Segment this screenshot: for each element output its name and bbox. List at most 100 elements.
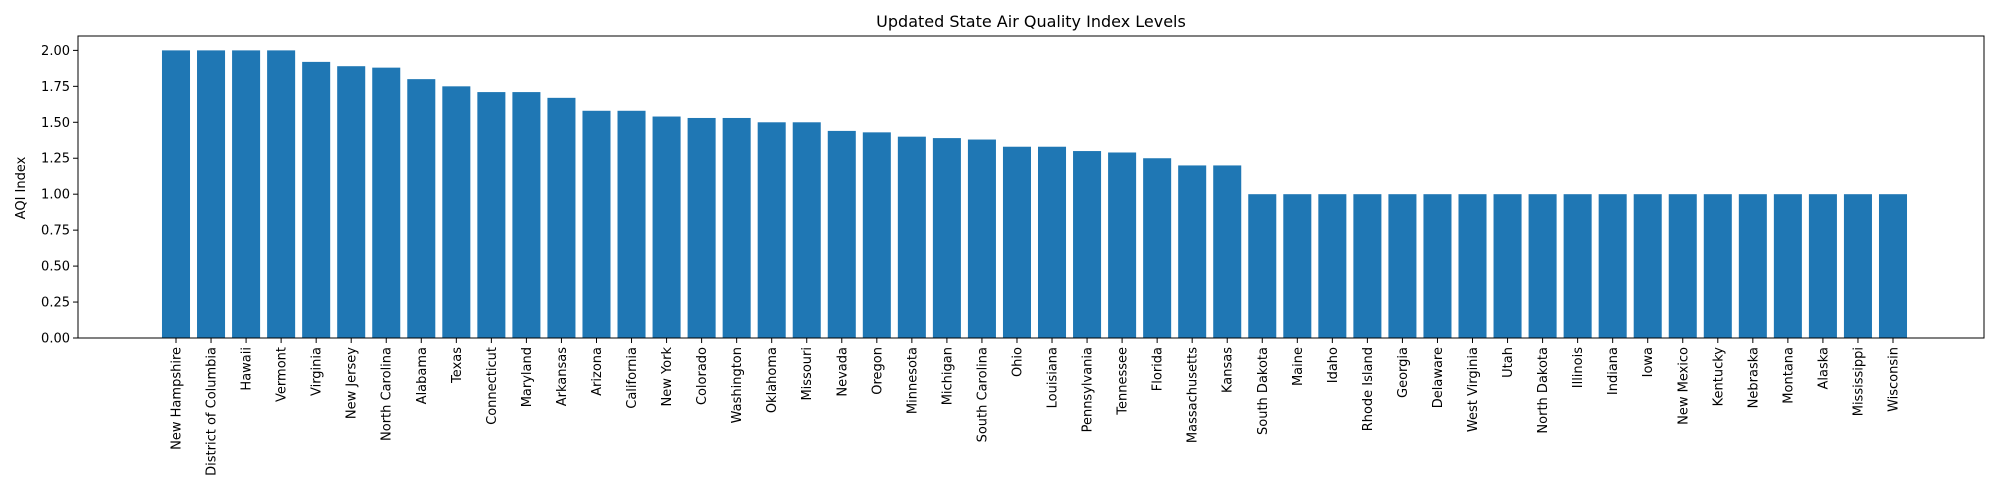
x-tick-label: South Dakota: [1256, 347, 1271, 435]
x-tick-label: District of Columbia: [205, 347, 220, 476]
bar-nebraska: [1738, 194, 1767, 338]
bar-kansas: [1213, 165, 1242, 338]
chart-title: Updated State Air Quality Index Levels: [876, 12, 1186, 31]
bar-district-of-columbia: [197, 50, 226, 338]
bars-group: [161, 50, 1908, 338]
bar-montana: [1773, 194, 1802, 338]
bar-missouri: [792, 122, 821, 338]
x-tick-label: Vermont: [275, 347, 290, 402]
x-tick-label: Massachusetts: [1186, 347, 1201, 443]
bar-kentucky: [1703, 194, 1732, 338]
x-tick-label: Iowa: [1641, 347, 1656, 377]
plot-frame: [77, 35, 1985, 339]
x-tick-label: New York: [660, 347, 675, 407]
x-tick-label: Nebraska: [1746, 347, 1761, 408]
bar-maine: [1283, 194, 1312, 338]
x-tick-label: Connecticut: [485, 347, 500, 425]
x-tick-label: Oklahoma: [765, 347, 780, 413]
bar-virginia: [302, 61, 331, 338]
bar-michigan: [932, 138, 961, 338]
bar-alaska: [1808, 194, 1837, 338]
bar-california: [617, 110, 646, 338]
bar-tennessee: [1108, 152, 1137, 338]
x-tick-label: Virginia: [310, 347, 325, 396]
bar-alabama: [407, 79, 436, 338]
x-tick-label: Mississippi: [1851, 347, 1866, 416]
bar-oklahoma: [757, 122, 786, 338]
bar-louisiana: [1038, 146, 1067, 338]
x-tick-label: Rhode Island: [1361, 347, 1376, 431]
y-tick-label: 0.25: [41, 296, 70, 311]
y-axis-label: AQI Index: [14, 156, 29, 219]
bar-new-jersey: [337, 66, 366, 338]
x-tick-label: Michigan: [940, 347, 955, 405]
bar-illinois: [1563, 194, 1592, 338]
y-tick-label: 0.00: [41, 332, 70, 347]
bar-texas: [442, 86, 471, 338]
x-tick-label: Illinois: [1571, 347, 1586, 388]
bar-oregon: [862, 132, 891, 338]
bar-idaho: [1318, 194, 1347, 338]
x-tick-label: Oregon: [870, 347, 885, 395]
bar-connecticut: [477, 92, 506, 338]
bar-nevada: [827, 130, 856, 338]
bar-utah: [1493, 194, 1522, 338]
bar-north-carolina: [372, 67, 401, 338]
y-tick-label: 0.75: [41, 224, 70, 239]
x-tick-label: Arizona: [590, 347, 605, 396]
x-tick-label: Kentucky: [1711, 347, 1726, 407]
x-tick-label: Alaska: [1816, 347, 1831, 390]
bar-indiana: [1598, 194, 1627, 338]
bar-colorado: [687, 117, 716, 338]
x-tick-label: Georgia: [1396, 347, 1411, 398]
x-tick-label: Montana: [1781, 347, 1796, 404]
bar-arkansas: [547, 97, 576, 338]
bar-south-dakota: [1248, 194, 1277, 338]
y-tick-label: 1.50: [41, 116, 70, 131]
bar-hawaii: [232, 50, 261, 338]
x-tick-label: Texas: [450, 347, 465, 384]
y-tick-label: 1.75: [41, 80, 70, 95]
x-tick-label: Alabama: [415, 347, 430, 404]
y-axis-ticks: 0.00 0.25 0.50 0.75 1.00 1.25 1.50 1.75 2.00: [41, 44, 78, 347]
x-tick-label: Delaware: [1431, 347, 1446, 408]
x-tick-label: Indiana: [1606, 347, 1621, 395]
y-tick-label: 1.00: [41, 188, 70, 203]
bar-north-dakota: [1528, 194, 1557, 338]
bar-arizona: [582, 110, 611, 338]
y-tick-label: 2.00: [41, 44, 70, 59]
x-tick-label: Wisconsin: [1887, 347, 1902, 412]
y-tick-label: 0.50: [41, 260, 70, 275]
y-tick-label: 1.25: [41, 152, 70, 167]
x-tick-label: Tennessee: [1116, 347, 1131, 416]
x-tick-label: Arkansas: [555, 347, 570, 406]
x-tick-label: Utah: [1501, 347, 1516, 378]
bar-florida: [1143, 158, 1172, 338]
bar-ohio: [1002, 146, 1031, 338]
x-tick-label: Pennsylvania: [1081, 347, 1096, 432]
x-tick-label: Ohio: [1010, 347, 1025, 377]
x-tick-label: Louisiana: [1046, 347, 1061, 408]
bar-mississippi: [1843, 194, 1872, 338]
bar-minnesota: [897, 136, 926, 338]
bar-new-hampshire: [161, 50, 191, 338]
x-tick-label: Idaho: [1326, 347, 1341, 383]
bar-washington: [722, 117, 751, 338]
x-tick-label: Maine: [1291, 347, 1306, 386]
bar-wisconsin: [1878, 194, 1908, 338]
x-tick-label: Missouri: [800, 347, 815, 401]
bar-rhode-island: [1353, 194, 1382, 338]
x-tick-label: Washington: [730, 347, 745, 423]
bar-georgia: [1388, 194, 1417, 338]
x-tick-label: New Mexico: [1676, 347, 1691, 425]
bar-new-mexico: [1668, 194, 1697, 338]
x-tick-label: Colorado: [695, 347, 710, 405]
x-tick-label: North Carolina: [380, 347, 395, 441]
x-tick-label: Maryland: [520, 347, 535, 407]
x-tick-label: Florida: [1151, 347, 1166, 391]
bar-massachusetts: [1178, 165, 1207, 338]
x-tick-label: South Carolina: [975, 347, 990, 442]
bar-maryland: [512, 92, 541, 338]
x-tick-label: North Dakota: [1536, 347, 1551, 434]
